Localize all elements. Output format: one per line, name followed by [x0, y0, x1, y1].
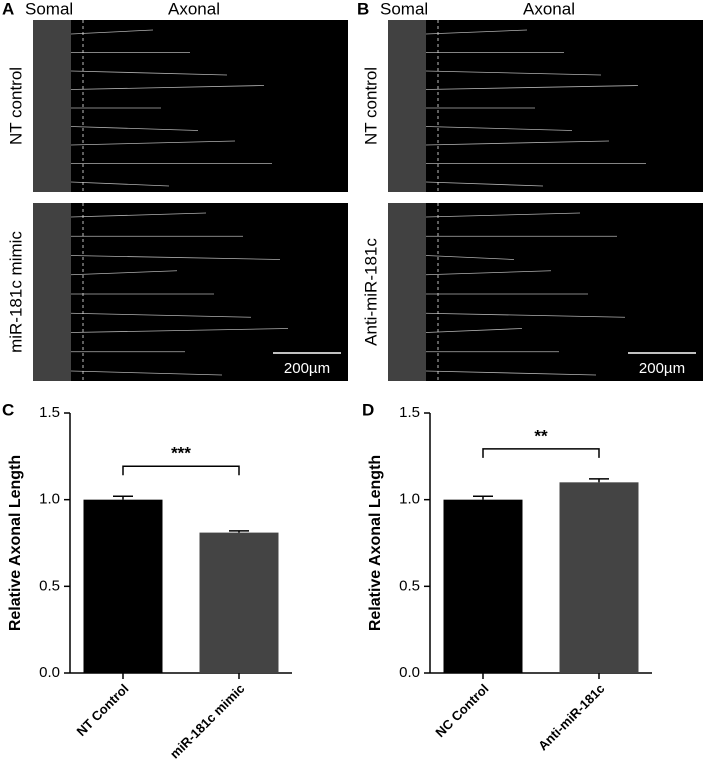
- bar: [559, 482, 639, 673]
- axon: [425, 126, 573, 131]
- bar: [83, 499, 163, 673]
- significance-label: ***: [171, 444, 191, 463]
- axon: [425, 270, 552, 276]
- panel-label: B: [357, 0, 369, 18]
- axon: [425, 255, 515, 260]
- panel-label: D: [362, 400, 374, 419]
- y-tick-label: 0.5: [399, 577, 420, 594]
- axon: [70, 29, 154, 35]
- axon: [70, 126, 199, 131]
- y-tick-label: 1.5: [399, 404, 420, 421]
- panel-label: C: [2, 400, 14, 419]
- axon: [425, 140, 610, 146]
- somal-label: Somal: [25, 0, 73, 18]
- micrograph: [33, 203, 348, 381]
- row-label: Anti-miR-181c: [361, 238, 380, 346]
- axon: [70, 270, 178, 276]
- soma-region: [388, 203, 426, 381]
- x-tick-label: NC Control: [432, 681, 491, 740]
- x-tick-label: Anti-miR-181c: [535, 681, 607, 753]
- y-axis-label: Relative Axonal Length: [367, 455, 384, 631]
- axon: [425, 70, 602, 76]
- axonal-label: Axonal: [523, 0, 575, 18]
- scale-label: 200µm: [284, 360, 330, 377]
- row-label: NT control: [361, 67, 380, 145]
- micrograph: [388, 20, 703, 192]
- micrograph: [388, 203, 703, 381]
- x-tick-label: NT Control: [73, 681, 131, 739]
- x-tick-label: miR-181c mimic: [167, 681, 248, 762]
- axon: [425, 181, 544, 187]
- significance-bracket: [122, 465, 240, 476]
- panel-label: A: [2, 0, 14, 18]
- axon: [425, 29, 528, 35]
- y-tick-label: 0.0: [399, 664, 420, 681]
- y-tick-label: 1.5: [39, 404, 60, 421]
- bar: [199, 532, 279, 673]
- row-label: miR-181c mimic: [6, 231, 25, 353]
- soma-region: [33, 20, 71, 192]
- axon: [70, 70, 228, 76]
- somal-label: Somal: [380, 0, 428, 18]
- soma-region: [388, 20, 426, 192]
- axon: [425, 212, 581, 218]
- significance-label: **: [534, 426, 548, 445]
- micrograph: [33, 20, 348, 192]
- axon: [70, 140, 236, 146]
- axonal-label: Axonal: [168, 0, 220, 18]
- significance-bracket: [482, 448, 600, 458]
- axon: [70, 370, 223, 376]
- y-tick-label: 0.5: [39, 577, 60, 594]
- y-axis-label: Relative Axonal Length: [7, 455, 24, 631]
- axon: [70, 85, 265, 90]
- axon: [70, 255, 281, 260]
- axon: [70, 212, 207, 218]
- axon: [70, 328, 289, 333]
- soma-region: [33, 203, 71, 381]
- y-tick-label: 1.0: [399, 491, 420, 508]
- y-tick-label: 0.0: [39, 664, 60, 681]
- bar: [443, 499, 523, 673]
- axon: [425, 312, 626, 318]
- axon: [425, 85, 639, 90]
- axon: [70, 181, 170, 187]
- row-label: NT control: [6, 67, 25, 145]
- y-tick-label: 1.0: [39, 491, 60, 508]
- axon: [425, 370, 597, 376]
- scale-label: 200µm: [639, 360, 685, 377]
- axon: [70, 312, 252, 318]
- axon: [425, 328, 523, 333]
